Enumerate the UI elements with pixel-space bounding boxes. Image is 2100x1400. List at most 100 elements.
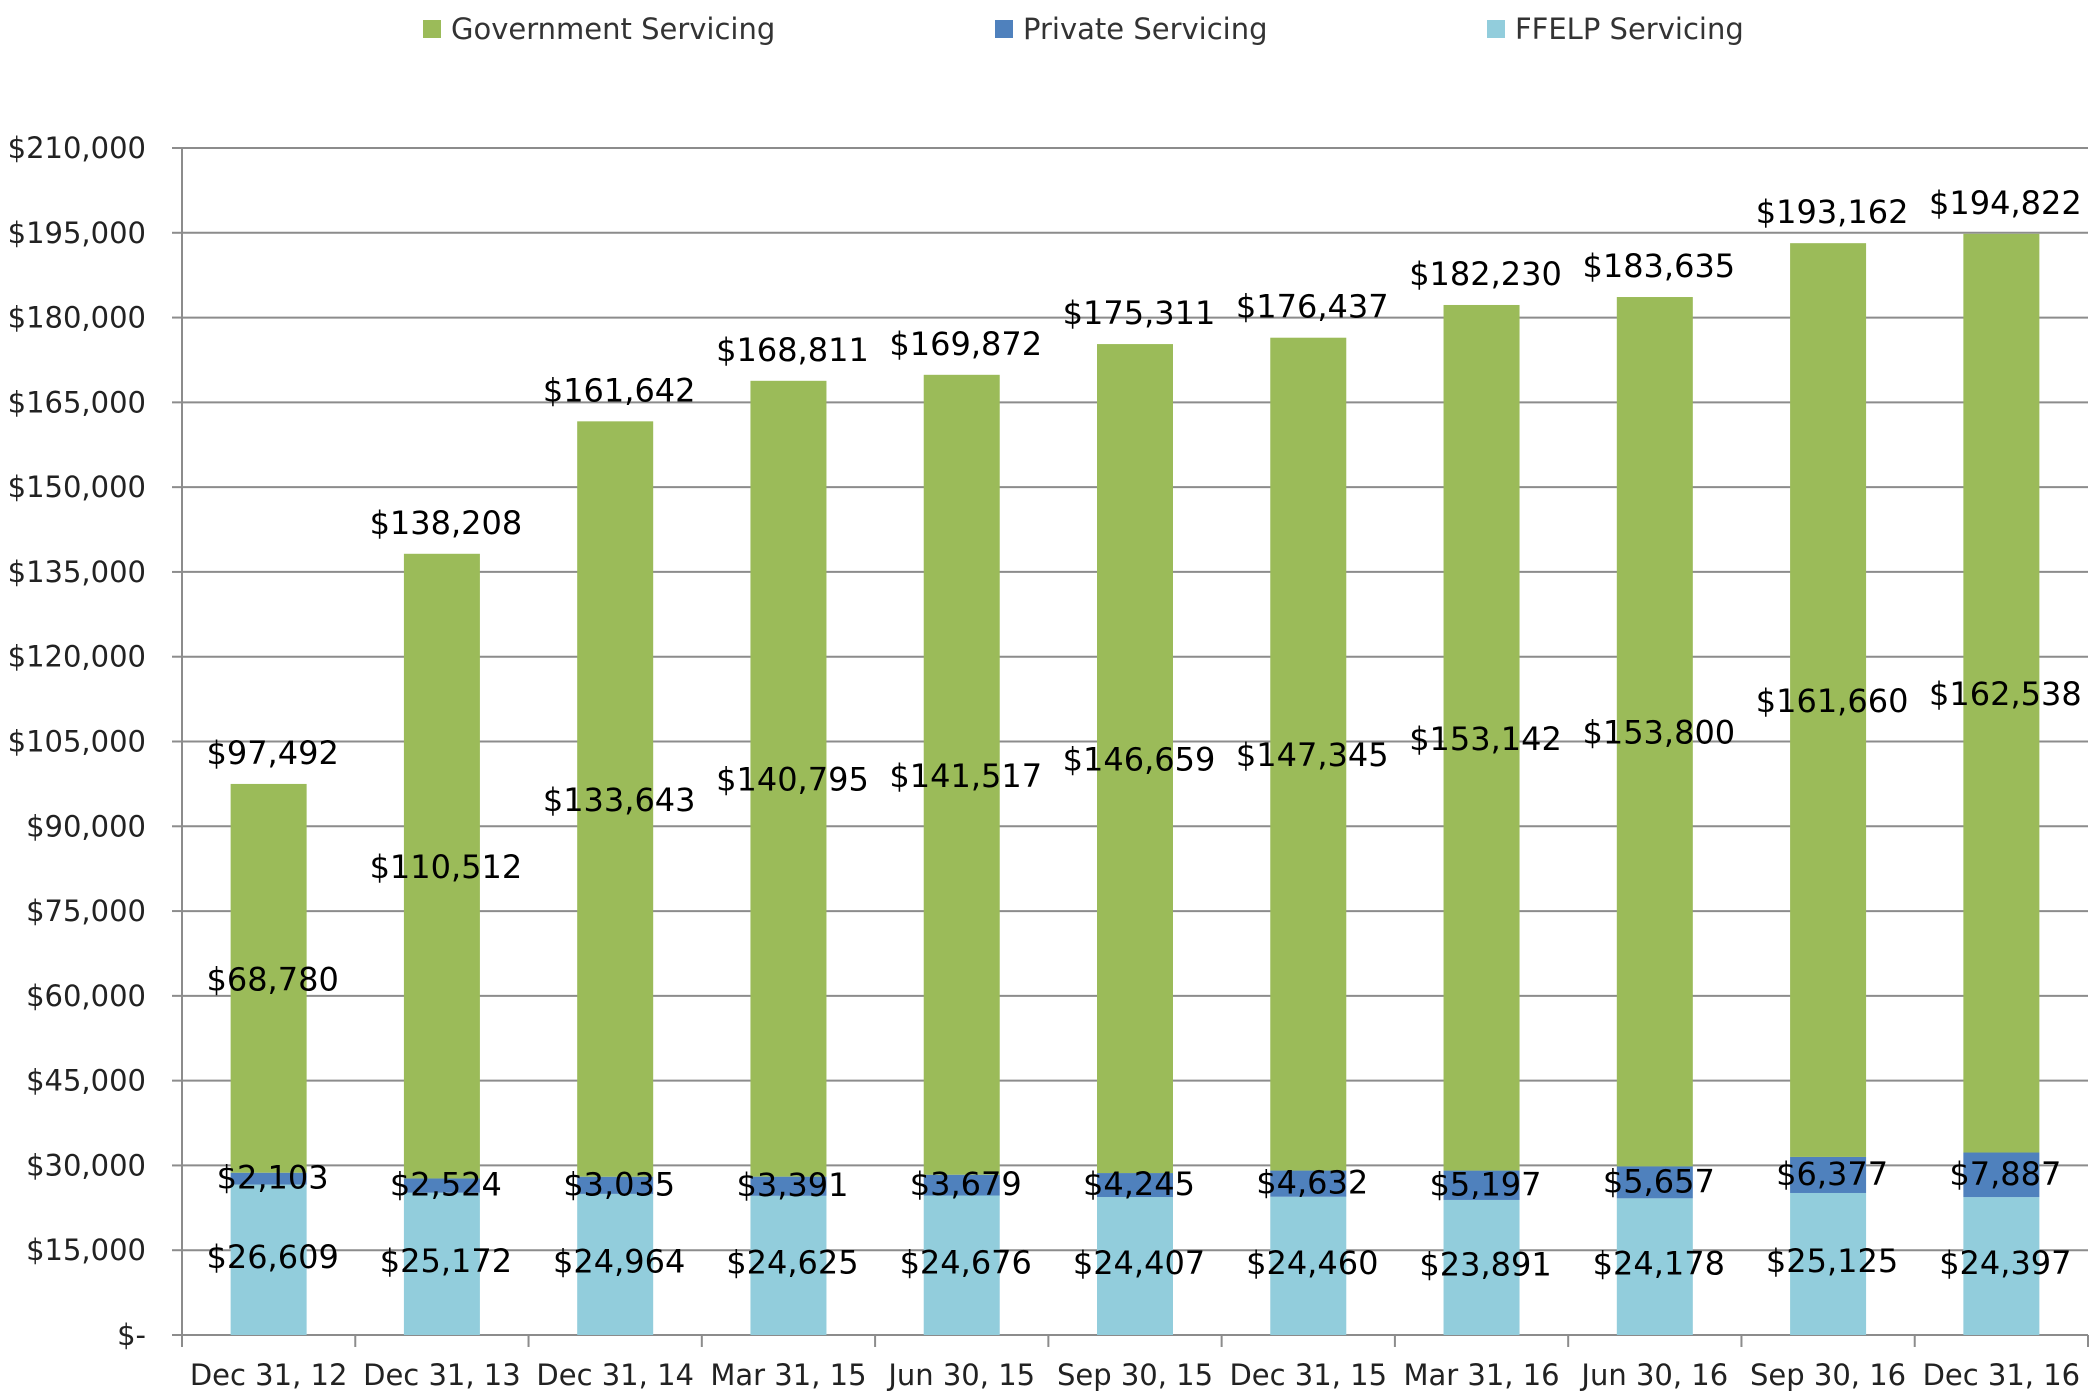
bar-segment-ffelp-servicing [1097,1197,1173,1335]
bar-segment-private-servicing [1097,1173,1173,1198]
bar-segment-government-servicing [750,380,827,1177]
y-tick-label: $15,000 [26,1233,146,1267]
bar-segment-government-servicing [1097,344,1173,1174]
total-label: $176,437 [1236,288,1389,326]
bar-segment-private-servicing [750,1176,827,1196]
bar-segment-government-servicing [1443,304,1520,1171]
y-tick-label: $105,000 [8,725,146,759]
bar-segment-government-servicing [403,553,480,1179]
y-tick-label: $75,000 [26,894,146,928]
bar-segment-government-servicing [1790,243,1867,1157]
total-label: $168,811 [716,331,869,369]
y-tick-label: $45,000 [26,1064,146,1098]
x-tick-label: Mar 31, 15 [710,1358,866,1392]
data-label-private-servicing: $3,391 [736,1166,848,1204]
data-label-private-servicing: $2,524 [390,1166,502,1204]
bar-segment-ffelp-servicing [230,1184,307,1335]
bar-segment-ffelp-servicing [1443,1199,1520,1335]
bar-segment-ffelp-servicing [1270,1196,1347,1335]
data-label-ffelp-servicing: $24,676 [900,1243,1032,1281]
bar-segment-ffelp-servicing [1790,1192,1867,1335]
data-label-private-servicing: $5,657 [1603,1162,1715,1200]
legend-swatch-2 [1487,20,1505,38]
y-tick-label: $210,000 [8,131,146,165]
total-label: $183,635 [1582,247,1735,285]
x-tick-label: Sep 30, 16 [1750,1358,1906,1392]
data-label-ffelp-servicing: $24,964 [553,1242,685,1280]
data-label-private-servicing: $7,887 [1949,1155,2061,1193]
data-label-government-servicing: $153,142 [1409,720,1562,758]
bar-segment-private-servicing [230,1172,307,1185]
y-tick-label: $60,000 [26,979,146,1013]
x-tick-label: Dec 31, 12 [190,1358,348,1392]
bar-segment-private-servicing [1443,1170,1520,1200]
data-label-government-servicing: $140,795 [716,761,869,799]
data-label-government-servicing: $146,659 [1063,741,1216,779]
y-tick-label: $120,000 [8,640,146,674]
total-label: $161,642 [543,371,696,409]
x-tick-label: Dec 31, 13 [363,1358,521,1392]
data-label-ffelp-servicing: $24,178 [1593,1245,1725,1283]
data-label-ffelp-servicing: $24,625 [726,1243,858,1281]
data-label-government-servicing: $161,660 [1756,682,1909,720]
bars [230,233,2040,1335]
total-label: $169,872 [889,325,1042,363]
y-tick-label: $180,000 [8,301,146,335]
axes: $- $15,000 $30,000 $45,000 $60,000 $75,000 $90… [8,131,2089,1392]
total-label: $138,208 [370,504,523,542]
bar-segment-private-servicing [403,1178,480,1193]
data-label-ffelp-servicing: $24,407 [1073,1244,1205,1282]
data-label-private-servicing: $4,632 [1256,1164,1368,1202]
data-label-government-servicing: $162,538 [1929,675,2082,713]
x-tick-label: Dec 31, 16 [1923,1358,2081,1392]
data-labels: $26,609 $2,103 $68,780 $97,492 $25,172 $2,524… [206,184,2081,1284]
data-label-ffelp-servicing: $25,125 [1766,1242,1898,1280]
data-label-private-servicing: $2,103 [217,1159,329,1197]
x-tick-label: Jun 30, 16 [1579,1358,1728,1392]
legend-label-0: Government Servicing [451,12,775,46]
y-tick-label: $- [117,1318,146,1352]
y-tick-label: $165,000 [8,385,146,419]
data-label-private-servicing: $6,377 [1776,1155,1888,1193]
bar-segment-ffelp-servicing [750,1195,827,1335]
bar-segment-ffelp-servicing [1963,1197,2040,1335]
y-tick-label: $135,000 [8,555,146,589]
bar-segment-private-servicing [1616,1166,1693,1199]
bar-segment-government-servicing [577,421,654,1177]
data-label-private-servicing: $4,245 [1083,1165,1195,1203]
total-label: $182,230 [1409,255,1562,293]
bar-segment-ffelp-servicing [1616,1198,1693,1335]
data-label-ffelp-servicing: $25,172 [380,1242,512,1280]
data-label-private-servicing: $3,035 [563,1165,675,1203]
data-label-government-servicing: $153,800 [1582,714,1735,752]
data-label-government-servicing: $110,512 [370,848,523,886]
total-label: $175,311 [1063,294,1216,332]
data-label-government-servicing: $133,643 [543,781,696,819]
bar-segment-ffelp-servicing [577,1193,654,1335]
bar-segment-private-servicing [1270,1170,1347,1197]
bar-segment-private-servicing [1963,1152,2040,1198]
x-tick-label: Dec 31, 14 [536,1358,694,1392]
total-label: $193,162 [1756,193,1909,231]
bar-segment-government-servicing [230,783,307,1173]
data-label-ffelp-servicing: $24,460 [1246,1244,1378,1282]
legend-label-2: FFELP Servicing [1515,12,1744,46]
data-label-ffelp-servicing: $23,891 [1419,1245,1551,1283]
bar-segment-ffelp-servicing [923,1195,1000,1335]
bar-segment-government-servicing [1616,297,1693,1167]
legend-label-1: Private Servicing [1023,12,1268,46]
legend: Government Servicing Private Servicing FFE… [423,12,1744,46]
bar-segment-private-servicing [577,1176,654,1194]
bar-segment-government-servicing [1270,337,1347,1171]
data-label-government-servicing: $147,345 [1236,736,1389,774]
y-tick-label: $150,000 [8,470,146,504]
x-tick-label: Mar 31, 16 [1403,1358,1559,1392]
bar-segment-government-servicing [923,374,1000,1175]
x-tick-label: Dec 31, 15 [1229,1358,1387,1392]
data-label-government-servicing: $68,780 [206,960,338,998]
total-label: $97,492 [206,734,338,772]
data-label-government-servicing: $141,517 [889,757,1042,795]
data-label-ffelp-servicing: $24,397 [1939,1244,2071,1282]
legend-swatch-0 [423,20,441,38]
legend-swatch-1 [995,20,1013,38]
